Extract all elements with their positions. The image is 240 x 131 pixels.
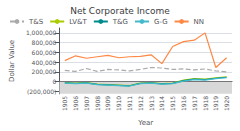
svg-text:1907: 1907	[83, 96, 90, 111]
svg-text:Net Corporate Income: Net Corporate Income	[70, 6, 170, 16]
svg-text:1908: 1908	[94, 96, 101, 111]
svg-text:0: 0	[53, 78, 57, 85]
svg-text:200,000: 200,000	[32, 68, 57, 75]
svg-text:1911: 1911	[126, 96, 133, 111]
svg-text:1919: 1919	[212, 96, 219, 111]
svg-text:1905: 1905	[61, 96, 68, 111]
svg-text:T&S: T&S	[28, 18, 44, 26]
svg-text:1906: 1906	[72, 96, 79, 111]
svg-text:1913: 1913	[148, 96, 155, 111]
svg-text:1916: 1916	[180, 96, 187, 111]
svg-text:1917: 1917	[191, 96, 198, 111]
svg-text:1909: 1909	[104, 96, 111, 111]
svg-text:1910: 1910	[115, 96, 122, 111]
svg-text:400,000: 400,000	[32, 59, 57, 66]
svg-text:Dollar Value: Dollar Value	[8, 40, 16, 82]
svg-text:1914: 1914	[158, 96, 165, 111]
svg-text:800,000: 800,000	[32, 39, 57, 46]
svg-text:T&G: T&G	[112, 18, 128, 26]
svg-text:(200,000): (200,000)	[27, 88, 57, 95]
svg-text:600,000: 600,000	[32, 49, 57, 56]
svg-text:G-G: G-G	[154, 18, 168, 26]
svg-text:1918: 1918	[202, 96, 209, 111]
svg-text:1915: 1915	[169, 96, 176, 111]
svg-text:LV&T: LV&T	[69, 18, 87, 26]
svg-text:NN: NN	[194, 18, 204, 26]
svg-text:1920: 1920	[223, 96, 230, 111]
svg-text:Year: Year	[137, 119, 153, 127]
svg-text:1912: 1912	[137, 96, 144, 111]
svg-text:1,000,000: 1,000,000	[26, 29, 57, 36]
